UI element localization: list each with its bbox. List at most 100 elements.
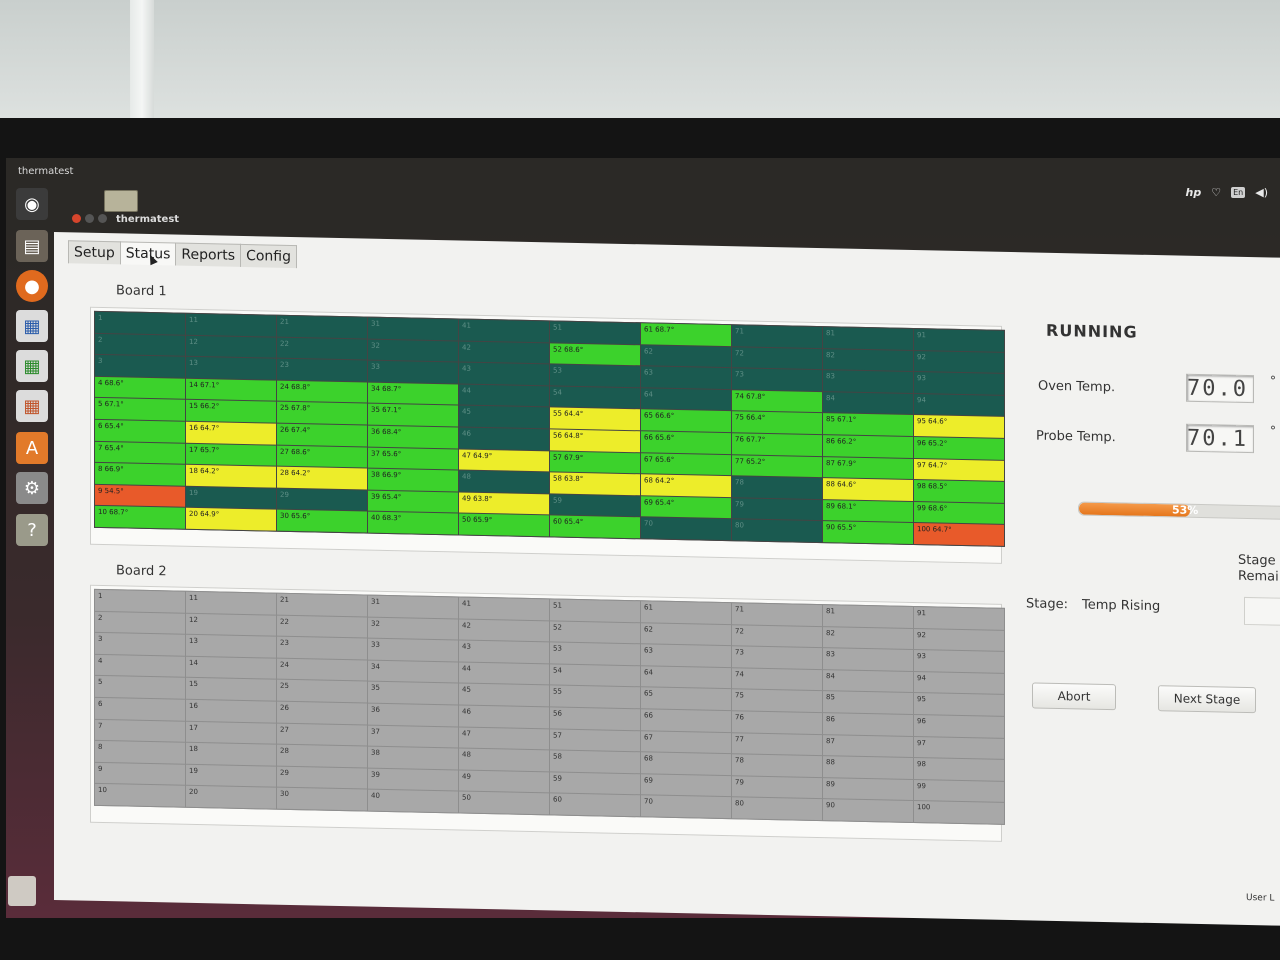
board1-cell: 1 — [95, 311, 185, 335]
board1-cell: 29 — [277, 488, 367, 511]
board1-cell: 3 — [95, 355, 185, 378]
board2-cell: 35 — [368, 681, 458, 705]
keyboard-layout-indicator[interactable]: En — [1231, 187, 1246, 198]
board1-cell: 18 64.2° — [186, 464, 276, 488]
board2-cell: 58 — [550, 750, 640, 774]
board2-cell: 62 — [641, 622, 731, 646]
board2-cell: 12 — [186, 613, 276, 636]
writer-icon[interactable]: ▦ — [16, 310, 48, 342]
board1-cell: 55 64.4° — [550, 407, 640, 431]
board2-cell: 46 — [459, 705, 549, 728]
board2-cell: 9 — [95, 762, 185, 786]
firefox-icon[interactable]: ● — [16, 270, 48, 302]
board1-cell: 20 64.9° — [186, 508, 276, 531]
board2-cell: 68 — [641, 752, 731, 775]
board2-cell: 25 — [277, 680, 367, 703]
board2-cell: 37 — [368, 725, 458, 748]
board2-cell: 42 — [459, 619, 549, 642]
files-icon[interactable]: ▤ — [16, 230, 48, 262]
board2-cell: 29 — [277, 766, 367, 789]
maximize-icon[interactable] — [98, 214, 107, 223]
wall-pipe — [130, 0, 154, 120]
board2-cell: 83 — [823, 648, 913, 671]
settings-icon[interactable]: ⚙ — [16, 472, 48, 504]
folder-icon[interactable] — [104, 190, 138, 212]
board2-cell: 74 — [732, 667, 822, 691]
board1-cell: 7 65.4° — [95, 441, 185, 464]
board2-cell: 26 — [277, 701, 367, 725]
board1-cell: 72 — [732, 346, 822, 370]
tab-config[interactable]: Config — [240, 243, 297, 269]
board2-cell: 6 — [95, 697, 185, 721]
board1-title: Board 1 — [116, 283, 167, 300]
board1-cell: 33 — [368, 360, 458, 384]
board1-cell: 78 — [732, 476, 822, 499]
board2-cell: 15 — [186, 678, 276, 701]
board1-cell: 75 66.4° — [732, 411, 822, 435]
probe-temp-display: 70.1 — [1186, 423, 1254, 454]
board1-cell: 45 — [459, 405, 549, 429]
board2-cell: 92 — [914, 628, 1004, 652]
user-login-label[interactable]: User L — [1246, 892, 1275, 904]
board1-cell: 28 64.2° — [277, 466, 367, 490]
stage-label: Stage: — [1026, 596, 1068, 613]
board2-cell: 27 — [277, 723, 367, 746]
board2-cell: 71 — [732, 603, 822, 626]
board2-cell: 11 — [186, 591, 276, 615]
board2-cell: 39 — [368, 768, 458, 791]
board1-cell: 73 — [732, 368, 822, 391]
minimize-icon[interactable] — [85, 214, 94, 223]
next-stage-button[interactable]: Next Stage — [1158, 685, 1256, 714]
close-icon[interactable] — [72, 214, 81, 223]
abort-button[interactable]: Abort — [1032, 682, 1116, 711]
board2-cell: 23 — [277, 636, 367, 660]
impress-icon[interactable]: ▦ — [16, 390, 48, 422]
board1-cell: 92 — [914, 350, 1004, 374]
board1-cell: 70 — [641, 517, 731, 541]
board2-cell: 60 — [550, 793, 640, 817]
volume-icon[interactable]: ◀) — [1255, 186, 1268, 199]
board2-cell: 3 — [95, 633, 185, 656]
board2-cell: 50 — [459, 791, 549, 815]
tab-reports[interactable]: Reports — [175, 242, 242, 267]
board2-cell: 99 — [914, 779, 1004, 803]
board1-cell: 36 68.4° — [368, 425, 458, 449]
board2-cell: 86 — [823, 713, 913, 736]
board2-cell: 94 — [914, 671, 1004, 695]
board1-cell: 74 67.8° — [732, 389, 822, 413]
wifi-icon[interactable]: ♡ — [1211, 186, 1222, 199]
board1-cell: 83 — [823, 370, 913, 393]
stage-remaining-label-1: Stage — [1238, 552, 1276, 569]
board1-cell: 79 — [732, 497, 822, 521]
help-icon[interactable]: ? — [16, 514, 48, 546]
calc-icon[interactable]: ▦ — [16, 350, 48, 382]
dash-home-icon[interactable]: ◉ — [16, 188, 48, 220]
top-panel-title: thermatest — [18, 166, 74, 177]
board2-cell: 69 — [641, 774, 731, 797]
probe-temp-label: Probe Temp. — [1036, 428, 1116, 446]
board1-cell: 37 65.6° — [368, 447, 458, 470]
board2-cell: 34 — [368, 660, 458, 683]
board1-cell: 67 65.6° — [641, 452, 731, 476]
board2-cell: 40 — [368, 789, 458, 813]
oven-temp-display: 70.0 — [1186, 373, 1254, 404]
board1-cell: 52 68.6° — [550, 342, 640, 366]
board1-cell: 39 65.4° — [368, 490, 458, 513]
board2-cell: 89 — [823, 777, 913, 801]
board2-cell: 57 — [550, 728, 640, 752]
board2-cell: 81 — [823, 605, 913, 628]
board2-cell: 70 — [641, 795, 731, 819]
board1-cell: 97 64.7° — [914, 458, 1004, 482]
board1-cell: 68 64.2° — [641, 474, 731, 497]
board1-cell: 24 68.8° — [277, 380, 367, 403]
board1-cell: 31 — [368, 317, 458, 341]
tab-setup[interactable]: Setup — [68, 240, 121, 265]
board1-cell: 85 67.1° — [823, 413, 913, 436]
board1-cell: 84 — [823, 391, 913, 415]
software-center-icon[interactable]: A — [16, 432, 48, 464]
board1-cell: 100 64.7° — [914, 523, 1004, 546]
board1-cell: 14 67.1° — [186, 378, 276, 402]
board1-cell: 69 65.4° — [641, 496, 731, 519]
trash-icon[interactable] — [8, 876, 36, 906]
